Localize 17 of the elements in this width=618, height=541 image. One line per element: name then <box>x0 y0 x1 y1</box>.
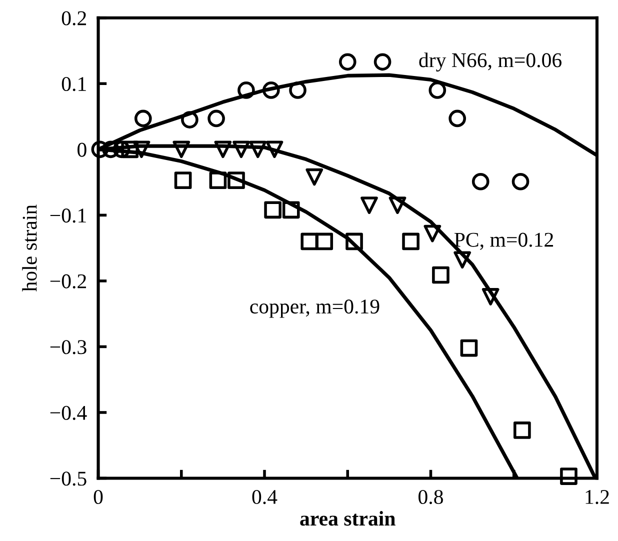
annotation: PC, m=0.12 <box>454 232 554 250</box>
y-tick-label: −0.3 <box>50 340 86 354</box>
y-tick-label: −0.2 <box>50 274 86 288</box>
annotation: copper, m=0.19 <box>250 300 380 318</box>
y-tick-label: −0.1 <box>50 208 86 223</box>
y-tick-label: −0.5 <box>50 472 86 486</box>
x-tick-label: 0.8 <box>418 490 443 504</box>
y-tick-label: 0 <box>78 142 86 157</box>
y-tick-label: 0.1 <box>62 76 86 92</box>
x-tick-label: 0 <box>94 490 103 504</box>
x-tick-label: 0.4 <box>252 490 278 504</box>
x-axis-title: area strain <box>300 511 396 526</box>
y-tick-label: −0.4 <box>50 406 87 420</box>
y-tick-label: 0.2 <box>62 11 86 26</box>
x-tick-label: 1.2 <box>586 490 609 504</box>
y-axis-title: hole strain <box>22 204 37 292</box>
annotation: dry N66, m=0.06 <box>419 52 562 72</box>
